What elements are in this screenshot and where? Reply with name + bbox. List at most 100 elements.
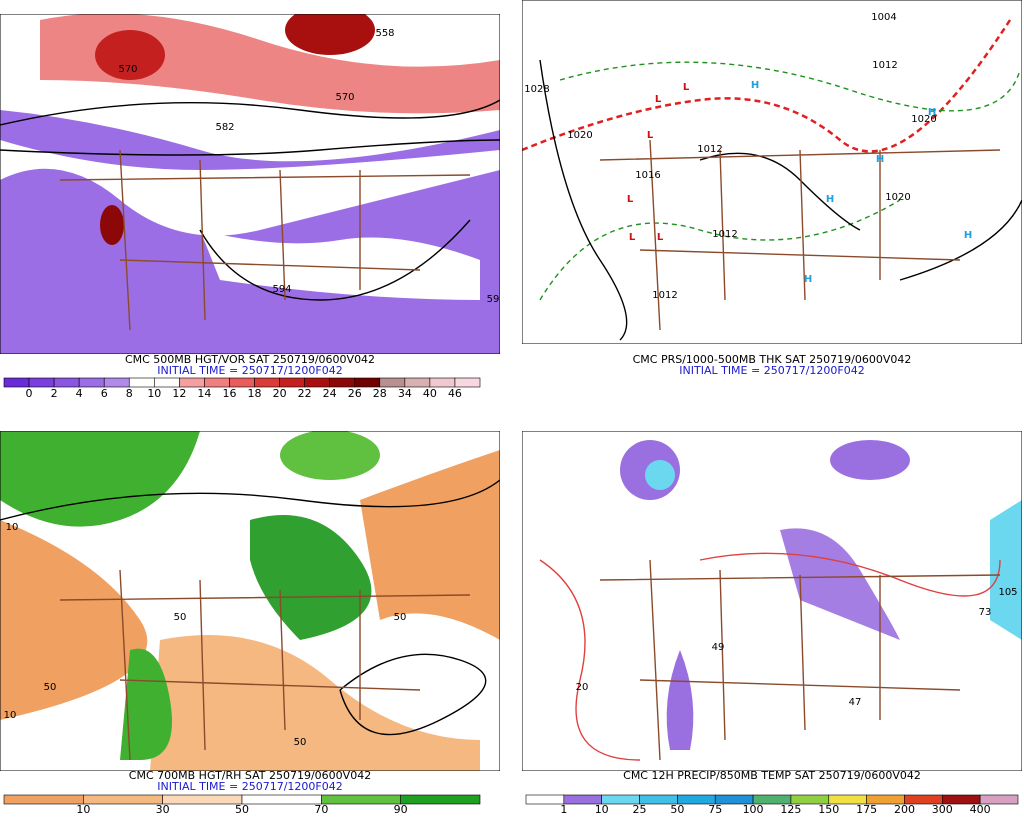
colorbar-swatch [204,377,230,388]
colorbar-label: 12 [172,387,186,400]
colorbar-label: 50 [235,803,249,816]
contour-label: 1012 [652,290,677,301]
colorbar-swatch [241,794,322,805]
panel-title: CMC PRS/1000-500MB THK SAT 250719/0600V0… [633,353,912,366]
map-500mb [0,14,500,354]
colorbar-swatch [454,377,481,388]
pressure-center: L [647,130,654,141]
colorbar-swatch [229,377,255,388]
colorbar-label: 25 [633,803,647,816]
colorbar-label: 10 [595,803,609,816]
colorbar-swatch [525,794,565,805]
contour-label: 50 [44,682,57,693]
colorbar-swatch [279,377,305,388]
contour-label: 50 [294,737,307,748]
colorbar-label: 150 [818,803,839,816]
colorbar-label: 18 [248,387,262,400]
contour-label: 1012 [872,60,897,71]
colorbar-swatch [404,377,431,388]
initial-time: INITIAL TIME = 250717/1200F042 [157,780,342,793]
colorbar-swatch [400,794,481,805]
colorbar-label: 20 [273,387,287,400]
colorbar-swatch [3,377,30,388]
colorbar-label: 24 [323,387,337,400]
pressure-center: H [876,154,884,165]
colorbar-label: 50 [670,803,684,816]
colorbar-label: 0 [26,387,33,400]
contour-label: 1004 [871,12,896,23]
colorbar-label: 40 [423,387,437,400]
pressure-center: H [826,194,834,205]
text-layer: CMC 500MB HGT/VOR SAT 250719/0600V042INI… [3,12,1019,816]
colorbar-swatch [429,377,456,388]
colorbar-label: 46 [448,387,462,400]
map-700mb [0,431,500,771]
colorbar-label: 34 [398,387,412,400]
contour-label: 570 [118,64,137,75]
colorbar-swatch [3,794,84,805]
contour-label: 1020 [911,114,936,125]
colorbar-label: 4 [76,387,83,400]
colorbar-label: 10 [147,387,161,400]
colorbar-swatch [78,377,105,388]
colorbar-swatch [329,377,356,388]
colorbar-label: 400 [970,803,991,816]
colorbar-swatch [28,377,55,388]
colorbar-label: 100 [743,803,764,816]
colorbar-swatch [979,794,1019,805]
colorbar-swatch [53,377,80,388]
initial-time: INITIAL TIME = 250717/1200F042 [157,364,342,377]
colorbar-swatch [179,377,205,388]
contour-label: 20 [576,682,589,693]
contour-label: 558 [375,28,394,39]
contour-label: 10 [4,710,17,721]
colorbar-label: 70 [314,803,328,816]
colorbar-label: 200 [894,803,915,816]
colorbar-label: 125 [780,803,801,816]
contour-label: 47 [849,697,862,708]
colorbar-label: 300 [932,803,953,816]
panel-title: CMC 700MB HGT/RH SAT 250719/0600V042 [129,769,371,782]
map-precip [522,431,1022,771]
colorbar-swatch [128,377,155,388]
colorbar-label: 16 [222,387,236,400]
colorbar-swatch [379,377,406,388]
contour-label: 1020 [885,192,910,203]
colorbar-swatch [254,377,280,388]
colorbar-label: 6 [101,387,108,400]
colorbar-swatch [321,794,401,805]
colorbar-label: 28 [373,387,387,400]
colorbar-swatch [83,794,163,805]
contour-label: 1012 [697,144,722,155]
colorbar-label: 175 [856,803,877,816]
pressure-center: L [629,232,636,243]
colorbar-label: 10 [76,803,90,816]
panel-title: CMC 12H PRECIP/850MB TEMP SAT 250719/060… [623,769,921,782]
colorbar-swatch [162,794,243,805]
contour-label: 582 [215,122,234,133]
colorbar-label: 2 [51,387,58,400]
contour-label: 1016 [635,170,660,181]
pressure-center: L [683,82,690,93]
colorbar-label: 75 [708,803,722,816]
contour-label: 105 [998,587,1017,598]
colorbar-label: 22 [298,387,312,400]
pressure-center: L [627,194,634,205]
contour-label: 1012 [712,229,737,240]
initial-time: INITIAL TIME = 250717/1200F042 [679,364,864,377]
contour-label: 73 [979,607,992,618]
contour-label: 50 [174,612,187,623]
pressure-center: H [964,230,972,241]
colorbar-label: 14 [197,387,211,400]
colorbar-swatch [103,377,130,388]
contour-label: 49 [712,642,725,653]
contour-label: 10 [6,522,19,533]
pressure-center: L [655,94,662,105]
colorbar-label: 30 [156,803,170,816]
contour-label: 1020 [567,130,592,141]
contour-label: 50 [394,612,407,623]
colorbar-label: 1 [560,803,567,816]
colorbar-label: 90 [394,803,408,816]
colorbar-swatch [304,377,330,388]
